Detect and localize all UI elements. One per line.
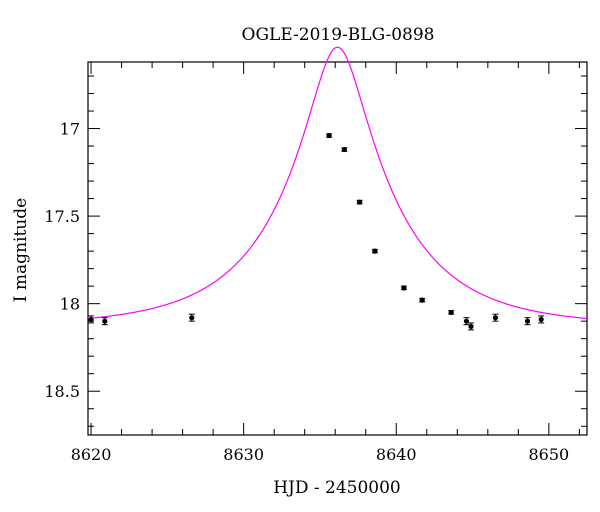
data-point [88, 315, 95, 324]
point-marker [326, 132, 332, 139]
data-point [188, 313, 195, 322]
data-point [326, 132, 333, 139]
y-tick-label: 18 [60, 295, 80, 314]
data-point [538, 315, 545, 324]
data-point [448, 309, 455, 316]
data-point [400, 285, 407, 291]
data-point [101, 317, 108, 326]
x-axis-title: HJD - 2450000 [273, 478, 401, 498]
data-point [341, 146, 348, 153]
point-marker [341, 146, 347, 153]
data-point [419, 297, 426, 303]
x-tick-label: 8630 [223, 445, 264, 464]
point-marker [524, 318, 531, 324]
point-marker [88, 316, 94, 323]
point-marker [538, 316, 544, 323]
plot-frame [87, 61, 588, 436]
model-curve [87, 46, 588, 320]
point-marker [492, 315, 499, 321]
axis-ticks [88, 62, 587, 435]
point-marker [448, 309, 454, 316]
x-tick-label: 8640 [376, 445, 417, 464]
axis-tick-labels: 8620 8630 8640 8650 17 17.5 18 18.5 [44, 120, 569, 464]
chart-title: OGLE-2019-BLG-0898 [242, 25, 435, 45]
y-axis-title: I magnitude [11, 198, 31, 302]
data-points [88, 132, 545, 331]
data-point [492, 313, 499, 322]
point-marker [357, 199, 363, 205]
point-marker [372, 248, 378, 254]
data-point [356, 199, 363, 205]
y-tick-label: 18.5 [44, 382, 80, 401]
data-point [468, 322, 475, 331]
y-tick-label: 17.5 [44, 207, 80, 226]
point-marker [463, 318, 470, 324]
x-tick-label: 8620 [71, 445, 112, 464]
data-point [371, 248, 378, 254]
point-marker [401, 285, 407, 291]
point-marker [468, 323, 474, 330]
x-tick-label: 8650 [528, 445, 569, 464]
point-marker [419, 297, 425, 303]
data-point [524, 317, 531, 326]
data-point [463, 317, 470, 326]
point-marker [102, 318, 108, 324]
point-marker [189, 315, 195, 321]
y-tick-label: 17 [60, 120, 80, 139]
